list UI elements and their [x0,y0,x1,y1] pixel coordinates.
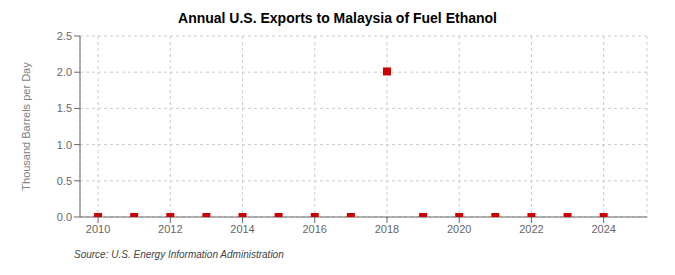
svg-text:2012: 2012 [158,223,182,235]
svg-text:2.5: 2.5 [57,30,72,42]
svg-text:2020: 2020 [447,223,471,235]
svg-text:Thousand Barrels per Day: Thousand Barrels per Day [20,62,32,191]
svg-text:2010: 2010 [86,223,110,235]
svg-text:2024: 2024 [591,223,615,235]
svg-text:2014: 2014 [230,223,254,235]
svg-text:0.0: 0.0 [57,211,72,223]
html-text:Annual U.S. Exports to Malaysi: Annual U.S. Exports to Malaysia of Fuel … [178,10,497,26]
svg-text:0.5: 0.5 [57,175,72,187]
html-text:Source: U.S. Energy Informatio: Source: U.S. Energy Information Administ… [74,249,284,260]
svg-text:1.5: 1.5 [57,102,72,114]
svg-text:2.0: 2.0 [57,66,72,78]
svg-text:2022: 2022 [519,223,543,235]
svg-text:2016: 2016 [303,223,327,235]
svg-text:1.0: 1.0 [57,139,72,151]
svg-text:2018: 2018 [375,223,399,235]
